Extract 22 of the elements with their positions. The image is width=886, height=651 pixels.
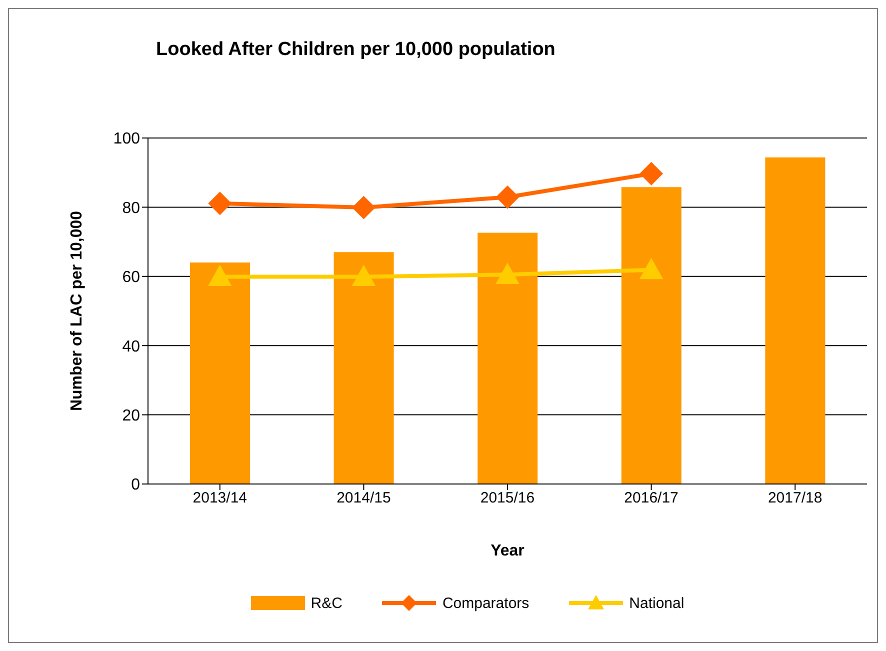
x-tick-label: 2015/16 <box>480 490 535 507</box>
y-tick-label: 100 <box>113 130 140 148</box>
bar <box>621 187 682 484</box>
legend-label: National <box>629 594 684 612</box>
chart-title: Looked After Children per 10,000 population <box>156 39 556 61</box>
y-tick-label: 20 <box>122 407 140 424</box>
legend-label: Comparators <box>442 594 530 612</box>
x-tick-label: 2016/17 <box>624 490 678 507</box>
x-tick-label: 2014/15 <box>336 490 391 507</box>
bar <box>190 262 250 484</box>
y-tick-label: 80 <box>122 200 140 217</box>
x-tick-label: 2013/14 <box>192 490 248 507</box>
bar <box>478 232 538 484</box>
bar <box>334 252 394 484</box>
y-tick-label: 40 <box>122 338 140 356</box>
y-tick-label: 60 <box>122 269 140 286</box>
legend-label: R&C <box>310 594 342 612</box>
x-axis-title: Year <box>490 542 524 560</box>
y-axis-title: Number of LAC per 10,000 <box>68 210 86 412</box>
x-tick-label: 2017/18 <box>768 490 822 507</box>
y-tick-label: 0 <box>131 476 140 494</box>
bar <box>765 157 826 484</box>
